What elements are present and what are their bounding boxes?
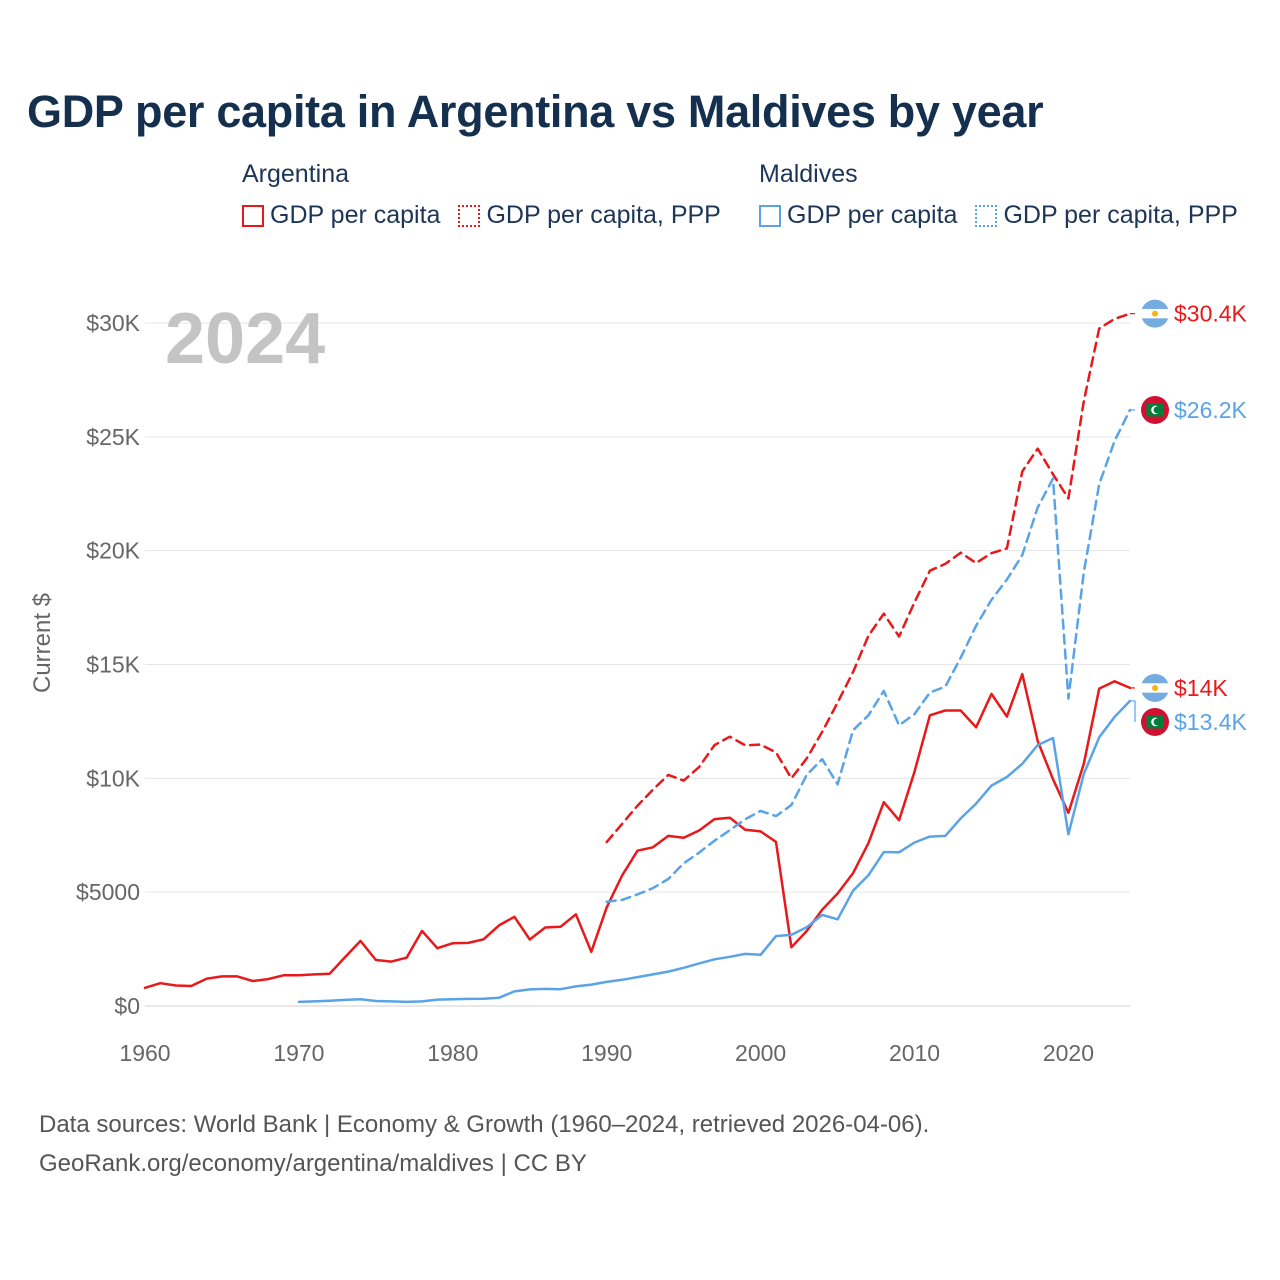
end-value-label: $14K (1174, 675, 1228, 701)
end-value-label: $13.4K (1174, 709, 1248, 735)
series-line-0 (143, 672, 1132, 990)
x-tick-label: 1970 (273, 1040, 324, 1066)
footer: Data sources: World Bank | Economy & Gro… (39, 1105, 929, 1183)
line-chart: 2024 Current $ $0 $5000 $10K $15K $20K $25K $3… (29, 299, 1248, 1066)
x-tick-label: 2020 (1043, 1040, 1094, 1066)
series-line-3 (605, 408, 1132, 903)
x-tick-label: 2000 (735, 1040, 786, 1066)
legend-item-argentina-gdp[interactable]: GDP per capita (242, 201, 440, 230)
legend-group-argentina: Argentina GDP per capita GDP per capita,… (242, 160, 721, 230)
x-axis-ticks: 1960 1970 1980 1990 2000 2010 2020 (119, 1040, 1094, 1066)
x-tick-label: 1980 (427, 1040, 478, 1066)
chart-title: GDP per capita in Argentina vs Maldives … (27, 86, 1044, 137)
argentina-flag-icon (1141, 673, 1169, 702)
legend-item-label: GDP per capita, PPP (1003, 201, 1238, 229)
legend-swatch-solid (242, 204, 264, 227)
maldives-flag-icon (1141, 395, 1169, 424)
legend-item-label: GDP per capita (270, 201, 441, 229)
legend-swatch-dotted (458, 204, 481, 227)
end-value-label: $26.2K (1174, 397, 1248, 423)
argentina-flag-icon (1141, 299, 1169, 328)
x-tick-label: 2010 (889, 1040, 940, 1066)
legend-item-label: GDP per capita (787, 201, 958, 229)
y-tick-label: $10K (86, 765, 140, 791)
legend-item-maldives-gdp[interactable]: GDP per capita (759, 201, 957, 230)
y-axis-label: Current $ (29, 593, 56, 693)
legend-item-maldives-gdp-ppp[interactable]: GDP per capita, PPP (975, 201, 1238, 230)
legend-swatch-solid (759, 204, 781, 227)
series-line-2 (297, 699, 1132, 1004)
y-axis-ticks: $0 $5000 $10K $15K $20K $25K $30K (76, 310, 141, 1019)
series-line-1 (605, 312, 1132, 844)
x-tick-label: 1960 (119, 1040, 170, 1066)
y-tick-label: $0 (114, 993, 140, 1019)
gridlines (145, 322, 1130, 1007)
y-tick-label: $25K (86, 424, 140, 450)
y-tick-label: $15K (86, 652, 140, 678)
maldives-flag-icon (1141, 707, 1169, 736)
legend-group-maldives: Maldives GDP per capita GDP per capita, … (759, 160, 1238, 230)
legend-item-label: GDP per capita, PPP (486, 201, 721, 229)
data-source-note: Data sources: World Bank | Economy & Gro… (39, 1111, 930, 1138)
source-url: GeoRank.org/economy/argentina/maldives |… (39, 1150, 587, 1177)
legend-country-label: Maldives (759, 160, 858, 188)
legend-country-label: Argentina (242, 160, 350, 188)
end-label-leader (1130, 700, 1136, 722)
series-lines (143, 312, 1132, 1004)
y-tick-label: $30K (86, 310, 140, 336)
x-tick-label: 1990 (581, 1040, 632, 1066)
y-tick-label: $20K (86, 538, 140, 564)
legend-swatch-dotted (975, 204, 998, 227)
year-watermark: 2024 (165, 299, 325, 379)
legend-item-argentina-gdp-ppp[interactable]: GDP per capita, PPP (458, 201, 721, 230)
end-value-label: $30.4K (1174, 301, 1248, 327)
end-labels: $30.4K $26.2K $14K $13.4K (1130, 299, 1248, 736)
y-tick-label: $5000 (76, 879, 140, 905)
